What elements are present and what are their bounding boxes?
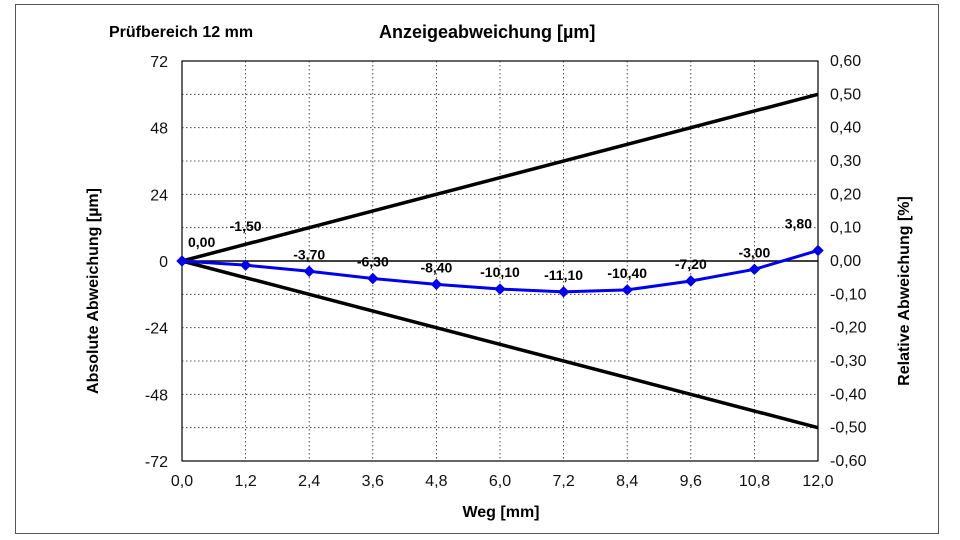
y2-tick-label: -0,60 bbox=[830, 453, 867, 470]
deviation-chart: Prüfbereich 12 mm Anzeigeabweichung [µm]… bbox=[85, 22, 913, 521]
chart-title: Anzeigeabweichung [µm] bbox=[379, 22, 595, 42]
data-label: -8,40 bbox=[420, 259, 452, 275]
y2-tick-label: -0,40 bbox=[830, 386, 867, 403]
y2-tick-label: 0,20 bbox=[830, 186, 861, 203]
y-tick-label: 24 bbox=[150, 187, 168, 204]
y-tick-label: 48 bbox=[150, 121, 168, 138]
data-point-marker bbox=[812, 244, 824, 257]
data-point-marker bbox=[430, 278, 443, 291]
y2-tick-label: -0,10 bbox=[830, 286, 867, 303]
data-point-marker bbox=[685, 275, 697, 287]
upper-limit-line bbox=[181, 92, 819, 263]
y-tick-label: 0 bbox=[159, 254, 168, 271]
chart-subtitle: Prüfbereich 12 mm bbox=[109, 24, 253, 41]
data-point-marker bbox=[176, 255, 188, 267]
y-tick-label: 72 bbox=[150, 54, 168, 71]
data-label: 0,00 bbox=[188, 234, 215, 250]
y-tick-label: -48 bbox=[145, 387, 168, 404]
y2-tick-label: -0,50 bbox=[830, 420, 867, 437]
x-tick-label: 7,2 bbox=[552, 473, 574, 490]
x-tick-label: 4,8 bbox=[425, 473, 447, 490]
data-point-marker bbox=[494, 283, 506, 295]
y2-tick-label: 0,10 bbox=[830, 220, 861, 237]
data-label: 3,80 bbox=[785, 215, 812, 231]
x-tick-label: 9,6 bbox=[680, 473, 702, 490]
y2-axis-label: Relative Abweichung [%] bbox=[896, 196, 913, 386]
x-tick-label: 12,0 bbox=[802, 473, 833, 490]
x-tick-label: 2,4 bbox=[298, 473, 320, 490]
x-tick-label: 0,0 bbox=[171, 473, 193, 490]
x-tick-label: 8,4 bbox=[616, 473, 638, 490]
data-label: -10,10 bbox=[480, 264, 520, 280]
x-tick-label: 10,8 bbox=[739, 473, 770, 490]
data-label: -6,30 bbox=[357, 254, 389, 270]
x-tick-label: 3,6 bbox=[362, 473, 384, 490]
data-label: -7,20 bbox=[675, 256, 707, 272]
y2-tick-label: 0,00 bbox=[830, 253, 861, 270]
data-point-marker bbox=[621, 284, 633, 296]
y-tick-label: -72 bbox=[145, 454, 168, 471]
y2-tick-label: 0,30 bbox=[830, 153, 861, 170]
chart-frame: Prüfbereich 12 mm Anzeigeabweichung [µm]… bbox=[15, 4, 939, 534]
y2-tick-label: -0,20 bbox=[830, 320, 867, 337]
y-axis-label: Absolute Abweichung [µm] bbox=[85, 188, 102, 394]
y2-tick-label: 0,50 bbox=[830, 86, 861, 103]
data-point-marker bbox=[557, 286, 570, 298]
data-label: -10,40 bbox=[607, 265, 647, 281]
data-point-marker bbox=[239, 259, 252, 271]
data-label: -3,00 bbox=[738, 244, 770, 260]
x-tick-label: 1,2 bbox=[234, 473, 256, 490]
x-tick-label: 6,0 bbox=[489, 473, 511, 490]
y2-tick-label: 0,60 bbox=[830, 53, 861, 70]
y2-tick-label: -0,30 bbox=[830, 353, 867, 370]
y-tick-label: -24 bbox=[145, 321, 168, 338]
data-label: -11,10 bbox=[544, 267, 583, 283]
x-axis-label: Weg [mm] bbox=[462, 504, 539, 521]
lower-limit-line bbox=[181, 259, 819, 430]
data-label: -1,50 bbox=[230, 218, 262, 234]
data-point-marker bbox=[303, 265, 315, 277]
data-point-marker bbox=[367, 272, 379, 285]
data-label: -3,70 bbox=[293, 246, 325, 262]
y2-tick-label: 0,40 bbox=[830, 120, 861, 137]
data-point-marker bbox=[748, 263, 761, 276]
